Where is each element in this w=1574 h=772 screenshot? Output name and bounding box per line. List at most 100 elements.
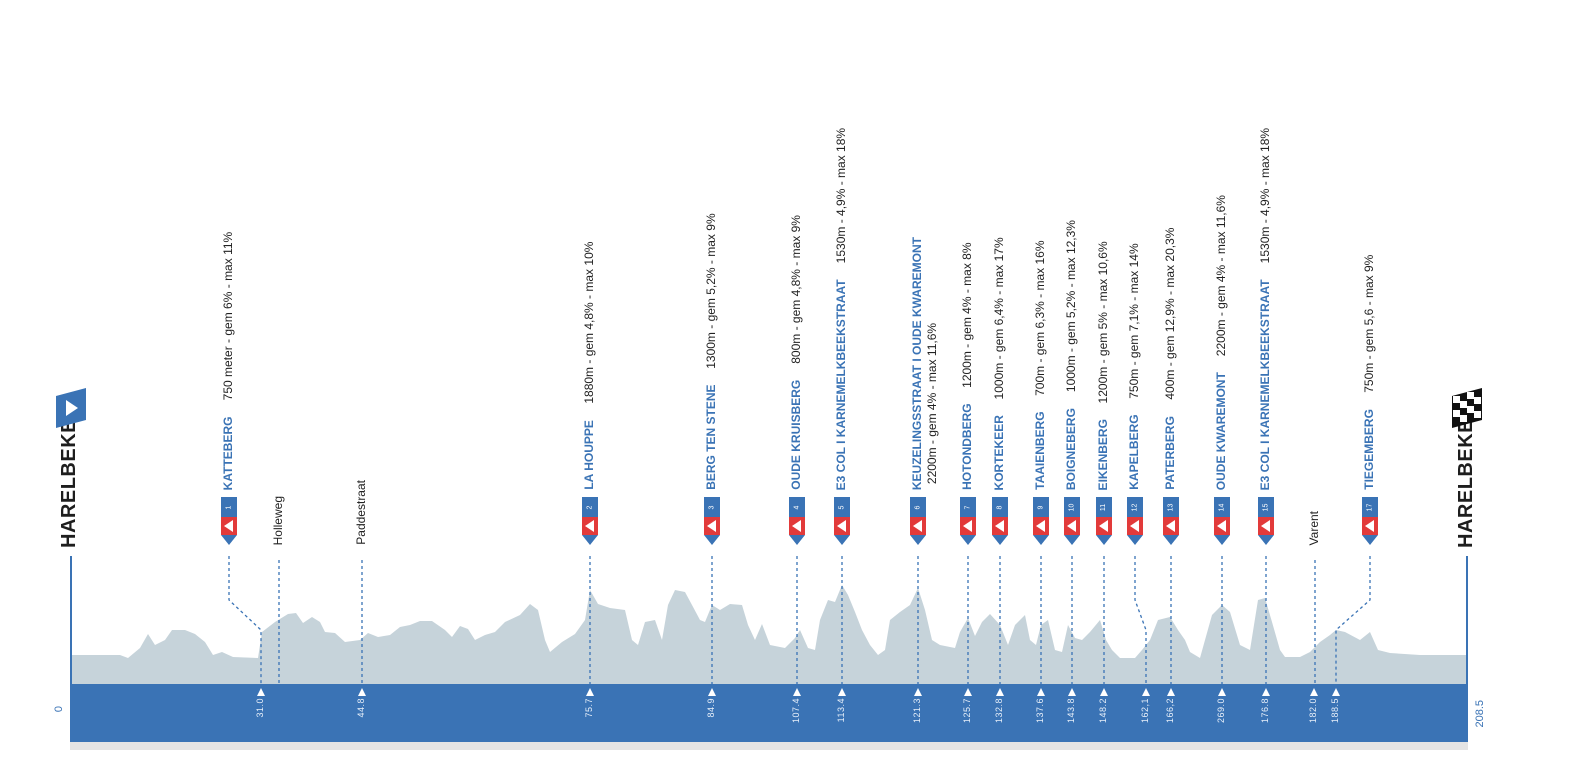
km-marker-label: 125.7: [962, 698, 972, 724]
climb-name: PATERBERG: [1163, 416, 1177, 490]
climb-details: 2200m - gem 4% - max 11,6%: [1214, 194, 1228, 356]
climb-number-marker-icon: 6: [910, 497, 926, 547]
climb-number-marker-icon: 5: [834, 497, 850, 547]
km-marker-triangle-icon: [996, 688, 1004, 696]
place-label: Paddestraat: [354, 480, 368, 545]
climb-name: BOIGNEBERG: [1064, 407, 1078, 490]
climb-number: 4: [793, 505, 801, 509]
climb-details: 1000m - gem 5,2% - max 12,3%: [1064, 219, 1078, 392]
km-marker-label: 188.5: [1330, 698, 1340, 724]
climb-number-marker-icon: 4: [789, 497, 805, 547]
climb-details: 750 meter - gem 6% - max 11%: [221, 231, 235, 401]
climb-name: HOTONDBERG: [960, 403, 974, 490]
km-marker-label: 166,2: [1165, 698, 1175, 724]
climb-label: PATERBERG 400m - gem 12,9% - max 20,3%: [1163, 228, 1178, 490]
climb-number-marker-icon: 17: [1362, 497, 1378, 547]
climb-name: KEUZELINGSSTRAAT I OUDE KWAREMONT: [910, 236, 924, 490]
climb-number-marker-icon: 3: [704, 497, 720, 547]
km-marker-label: 44.8: [356, 698, 366, 718]
place-label: Varent: [1307, 510, 1321, 545]
climb-details: 1200m - gem 4% - max 8%: [960, 242, 974, 388]
km-marker-triangle-icon: [1068, 688, 1076, 696]
climb-label: OUDE KRUISBERG 800m - gem 4,8% - max 9%: [789, 215, 804, 490]
km-marker-triangle-icon: [838, 688, 846, 696]
climb-number-marker-icon: 8: [992, 497, 1008, 547]
climb-name: KORTEKEER: [992, 414, 1006, 490]
climb-details: 400m - gem 12,9% - max 20,3%: [1163, 228, 1177, 401]
climb-number: 12: [1131, 503, 1139, 511]
place-label: Holleweg: [271, 495, 285, 545]
climb-dashed-line: [228, 556, 262, 684]
climb-details: 1300m - gem 5,2% - max 9%: [704, 213, 718, 369]
km-marker-triangle-icon: [1332, 688, 1340, 696]
climb-number-marker-icon: 1: [221, 497, 237, 547]
climb-label: TIEGEMBERG 750m - gem 5,6 - max 9%: [1362, 255, 1377, 490]
start-town-label: HARELBEKE: [58, 419, 80, 548]
climb-label: KAPELBERG 750m - gem 7,1% - max 14%: [1127, 243, 1142, 490]
climb-details: 1530m - 4,9% - max 18%: [834, 127, 848, 264]
climb-details: 2200m - gem 4% - max 11,6%: [925, 322, 939, 484]
climb-number-marker-icon: 2: [582, 497, 598, 547]
climb-number: 13: [1167, 503, 1175, 511]
km-marker-triangle-icon: [914, 688, 922, 696]
climb-number: 11: [1100, 503, 1108, 511]
climb-label: HOTONDBERG 1200m - gem 4% - max 8%: [960, 242, 975, 490]
climb-label: E3 COL I KARNEMELKBEEKSTRAAT 1530m - 4,9…: [834, 128, 849, 490]
km-marker-triangle-icon: [708, 688, 716, 696]
climb-name: KAPELBERG: [1127, 414, 1141, 490]
climb-label: KORTEKEER 1000m - gem 6,4% - max 17%: [992, 237, 1007, 490]
climb-number-marker-icon: 7: [960, 497, 976, 547]
climb-name: TIEGEMBERG: [1362, 409, 1376, 490]
km-marker-triangle-icon: [586, 688, 594, 696]
climb-number: 1: [225, 505, 233, 509]
climb-number-marker-icon: 15: [1258, 497, 1274, 547]
km-marker-label: 162,1: [1140, 698, 1150, 724]
climb-name: LA HOUPPE: [582, 420, 596, 490]
climb-number: 3: [708, 505, 716, 509]
checkered-flag-icon: [1452, 388, 1484, 433]
climb-number: 10: [1068, 503, 1076, 511]
climb-details: 800m - gem 4,8% - max 9%: [789, 215, 803, 364]
climb-number: 2: [586, 505, 594, 509]
climb-label: LA HOUPPE 1880m - gem 4,8% - max 10%: [582, 242, 597, 490]
climb-details: 1880m - gem 4,8% - max 10%: [582, 242, 596, 405]
climb-number: 6: [914, 505, 922, 509]
climb-name: KATTEBERG: [221, 416, 235, 490]
climb-number: 9: [1037, 505, 1045, 509]
km-marker-triangle-icon: [1167, 688, 1175, 696]
climb-number: 14: [1218, 503, 1226, 511]
km-marker-triangle-icon: [1218, 688, 1226, 696]
climb-details: 1200m - gem 5% - max 10,6%: [1096, 240, 1110, 403]
km-marker-label: 143.8: [1066, 698, 1076, 724]
climb-details: 750m - gem 7,1% - max 14%: [1127, 243, 1141, 399]
climb-label: E3 COL I KARNEMELKBEEKSTRAAT 1530m - 4,9…: [1258, 128, 1273, 490]
profile-area: [70, 585, 1466, 684]
climb-number: 8: [996, 505, 1004, 509]
climb-name: BERG TEN STENE: [704, 384, 718, 490]
climb-number-marker-icon: 11: [1096, 497, 1112, 547]
climb-label: TAAIENBERG 700m - gem 6,3% - max 16%: [1033, 240, 1048, 490]
km-marker-label: 84.9: [706, 698, 716, 718]
climb-label: BOIGNEBERG 1000m - gem 5,2% - max 12,3%: [1064, 220, 1079, 490]
climb-details: 1530m - 4,9% - max 18%: [1258, 127, 1272, 264]
km-marker-label: 182.0: [1308, 698, 1318, 724]
climb-label: EIKENBERG 1200m - gem 5% - max 10,6%: [1096, 241, 1111, 490]
km-marker-triangle-icon: [257, 688, 265, 696]
km-marker-label: 269.0: [1216, 698, 1226, 724]
climb-number-marker-icon: 9: [1033, 497, 1049, 547]
climb-number-marker-icon: 12: [1127, 497, 1143, 547]
climb-number-marker-icon: 13: [1163, 497, 1179, 547]
climb-number-marker-icon: 10: [1064, 497, 1080, 547]
km-marker-label: 107.4: [791, 698, 801, 724]
climb-number-marker-icon: 14: [1214, 497, 1230, 547]
km-marker-triangle-icon: [1310, 688, 1318, 696]
distance-bar: [70, 684, 1468, 742]
finish-km-label: 208.5: [1474, 700, 1486, 728]
climb-name: OUDE KWAREMONT: [1214, 372, 1228, 490]
climb-label: OUDE KWAREMONT 2200m - gem 4% - max 11,6…: [1214, 195, 1229, 490]
climb-name: E3 COL I KARNEMELKBEEKSTRAAT: [1258, 279, 1272, 490]
climb-number: 15: [1262, 503, 1270, 511]
climb-details: 700m - gem 6,3% - max 16%: [1033, 240, 1047, 396]
km-marker-label: 132.8: [994, 698, 1004, 724]
